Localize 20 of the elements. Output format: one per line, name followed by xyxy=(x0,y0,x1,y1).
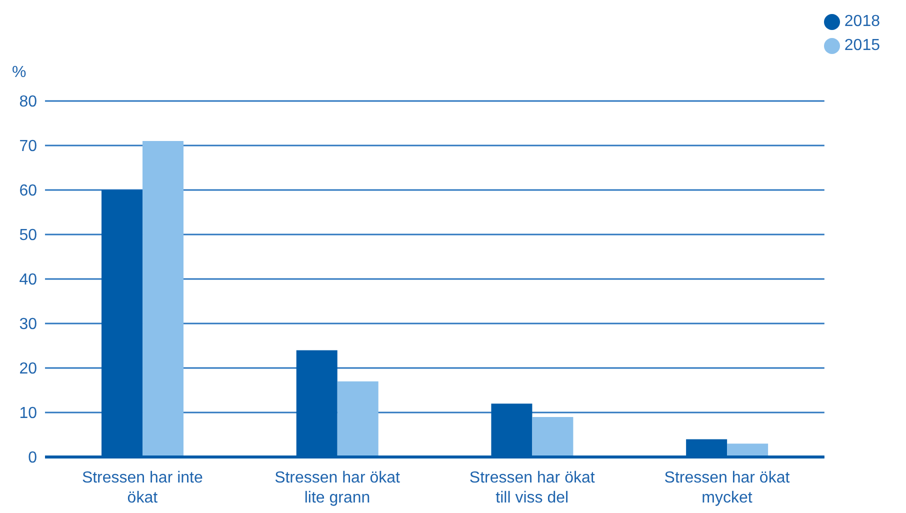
x-tick-label: Stressen har inte ökat xyxy=(82,469,204,506)
bar xyxy=(727,444,768,457)
x-tick-label: Stressen har ökat till viss del xyxy=(469,469,596,506)
y-tick-label: 60 xyxy=(19,182,38,200)
y-tick-label: 20 xyxy=(19,360,38,378)
y-tick-label: 50 xyxy=(19,227,38,244)
y-tick-label: 70 xyxy=(19,138,38,156)
x-tick-label: Stressen har ökat mycket xyxy=(664,469,790,506)
y-tick-label: 30 xyxy=(19,316,38,334)
bar xyxy=(142,141,184,457)
y-axis-title: % xyxy=(12,64,26,82)
y-tick-label: 0 xyxy=(28,450,38,467)
x-tick-label: Stressen har ökat lite grann xyxy=(274,469,401,506)
legend-label: 2015 xyxy=(844,37,880,54)
y-tick-label: 40 xyxy=(19,272,38,289)
y-tick-label: 10 xyxy=(19,405,38,422)
y-tick-label: 80 xyxy=(19,94,38,111)
legend-label: 2018 xyxy=(844,13,880,30)
bar xyxy=(532,416,574,457)
bar xyxy=(337,381,378,457)
